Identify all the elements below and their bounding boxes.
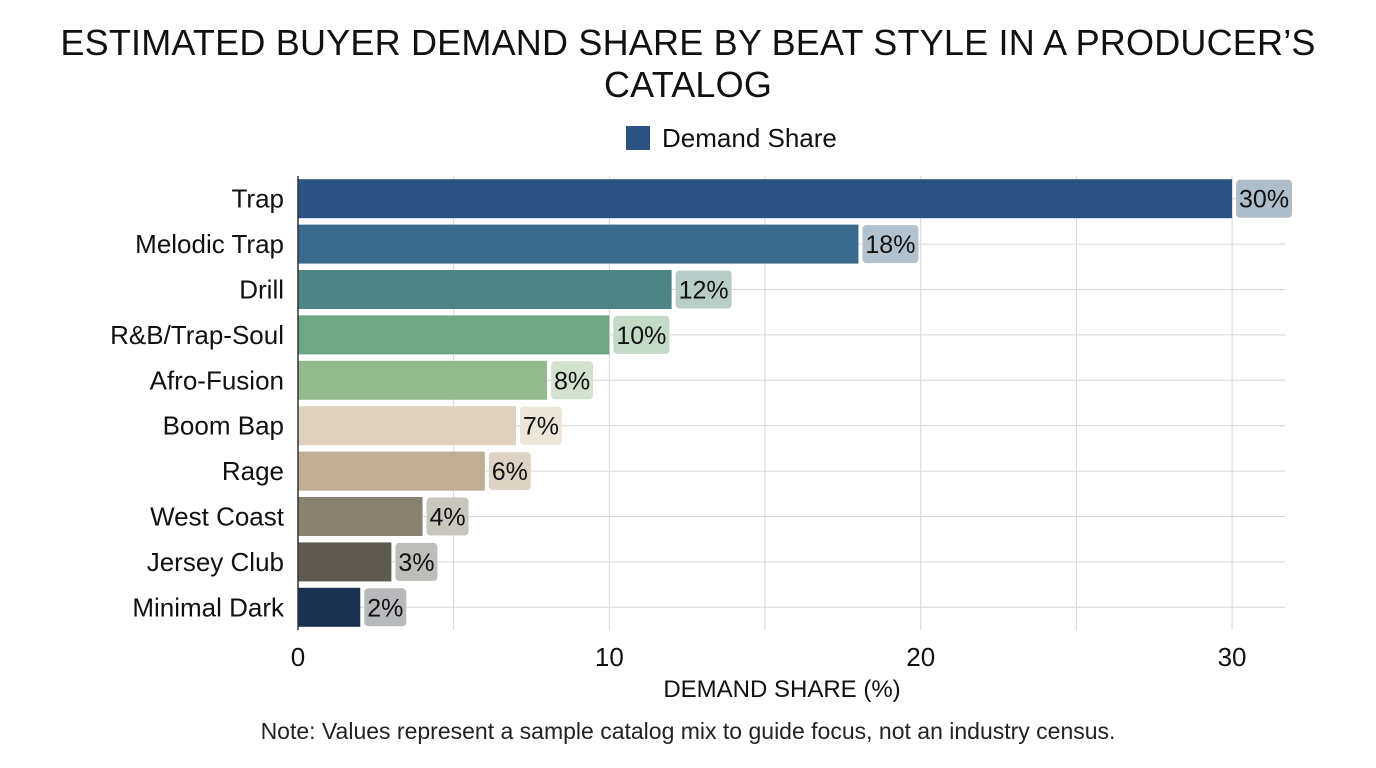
category-label: Afro-Fusion <box>150 365 284 395</box>
category-label: Melodic Trap <box>135 229 284 259</box>
legend-label: Demand Share <box>662 122 837 153</box>
value-label-box <box>1236 179 1293 218</box>
value-label-box <box>426 497 469 536</box>
bar <box>298 451 485 491</box>
bar <box>298 270 672 309</box>
category-label: Boom Bap <box>163 411 284 441</box>
value-label: 2% <box>367 594 403 622</box>
bar <box>298 315 610 355</box>
value-label-box <box>862 225 919 264</box>
x-tick-label: 30 <box>1218 642 1247 672</box>
value-label-box <box>395 542 438 581</box>
value-label: 8% <box>554 367 590 395</box>
bar <box>298 360 548 400</box>
value-label-box <box>488 452 531 491</box>
chart-title: ESTIMATED BUYER DEMAND SHARE BY BEAT STY… <box>60 22 1316 105</box>
value-label: 10% <box>616 322 666 350</box>
x-tick-label: 20 <box>906 642 935 672</box>
bar <box>298 224 859 264</box>
legend-swatch <box>626 126 650 150</box>
bar <box>298 179 1233 219</box>
x-tick-label: 0 <box>291 642 305 672</box>
value-label-box <box>613 315 670 354</box>
value-label: 3% <box>398 549 434 577</box>
value-label: 7% <box>523 413 559 441</box>
category-label: West Coast <box>150 502 285 532</box>
legend: Demand Share <box>626 122 837 154</box>
x-tick-label: 10 <box>595 642 624 672</box>
value-label: 4% <box>429 504 465 532</box>
value-label: 30% <box>1239 186 1289 214</box>
bar <box>298 542 392 582</box>
category-label: R&B/Trap-Soul <box>110 320 284 350</box>
category-label: Rage <box>222 456 284 486</box>
value-label-box <box>551 361 594 400</box>
value-label: 6% <box>492 458 528 486</box>
value-label: 18% <box>865 231 915 259</box>
category-label: Trap <box>232 184 285 214</box>
category-label: Jersey Club <box>147 547 284 577</box>
category-label: Drill <box>239 275 284 305</box>
footnote: Note: Values represent a sample catalog … <box>260 718 1116 744</box>
bar <box>298 587 361 627</box>
bar <box>298 497 423 536</box>
value-label-box <box>675 270 732 309</box>
value-label: 12% <box>679 277 729 305</box>
bar <box>298 406 516 446</box>
value-label-box <box>364 588 407 627</box>
x-axis-title: DEMAND SHARE (%) <box>663 676 901 703</box>
category-label: Minimal Dark <box>132 592 285 622</box>
value-label-box <box>519 406 562 445</box>
